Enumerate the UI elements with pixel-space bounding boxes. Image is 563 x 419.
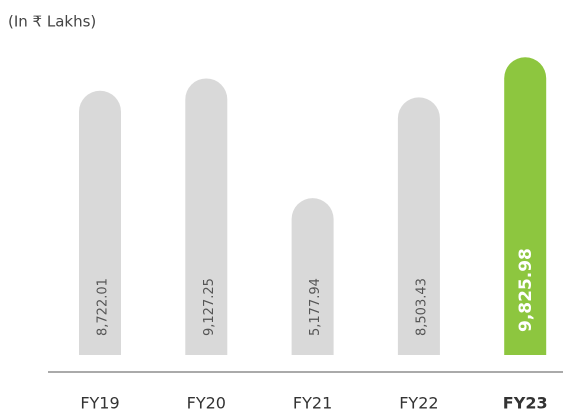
x-tick-label: FY23 — [503, 394, 548, 413]
bar — [397, 97, 440, 355]
x-tick-label: FY22 — [399, 394, 438, 413]
chart-subtitle: (In ₹ Lakhs) — [8, 13, 96, 31]
value-label: 9,127.25 — [202, 278, 217, 336]
value-label: 8,722.01 — [96, 278, 111, 336]
x-tick-label: FY19 — [80, 394, 119, 413]
value-label: 9,825.98 — [516, 248, 536, 332]
bar — [291, 198, 334, 355]
value-label: 5,177.94 — [308, 278, 323, 336]
bar — [185, 78, 228, 355]
bar — [79, 90, 121, 356]
x-tick-label: FY20 — [187, 394, 226, 413]
value-label: 8,503.43 — [414, 278, 429, 336]
x-tick-label: FY21 — [293, 394, 332, 413]
bar — [504, 57, 547, 356]
